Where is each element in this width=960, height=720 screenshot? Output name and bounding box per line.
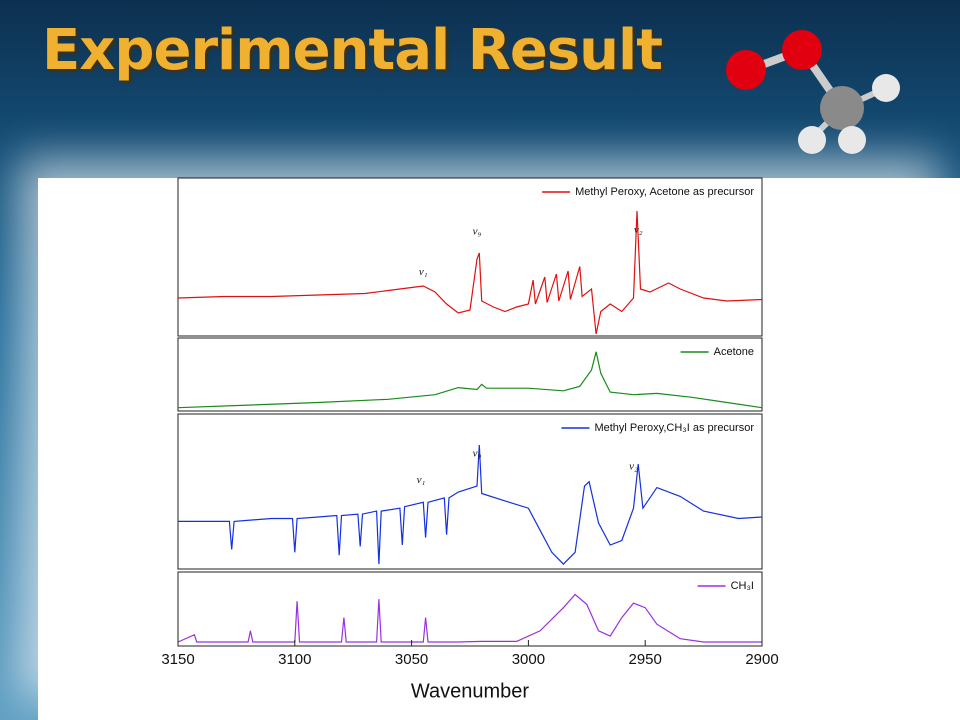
plot-frame (177, 571, 763, 647)
legend-label: Methyl Peroxy, Acetone as precursor (575, 186, 754, 198)
x-tick-label: 3050 (395, 651, 428, 668)
peak-label: ν₁ (417, 474, 426, 486)
molecule-icon (726, 30, 900, 154)
x-tick-label: 2900 (745, 651, 778, 668)
plot-frame (177, 337, 763, 412)
peak-label: ν₉ (473, 226, 482, 238)
spectrum-line (177, 593, 762, 643)
peak-label: ν₉ (473, 447, 482, 459)
legend-label: CH₃I (731, 580, 754, 592)
x-tick-label: 2950 (629, 651, 662, 668)
x-tick-label: 3000 (512, 651, 545, 668)
peak-label: ν₂ (634, 224, 643, 236)
plot-frame (177, 413, 763, 570)
slide-title: Experimental Result (42, 18, 663, 83)
x-tick-label: 3100 (278, 651, 311, 668)
spectrum-line (177, 210, 763, 335)
spectrum-line (178, 444, 763, 565)
spectrum-line (177, 351, 763, 409)
content-area (38, 178, 960, 720)
legend-label: Methyl Peroxy,CH₃I as precursor (594, 422, 754, 434)
plot-frame (177, 177, 763, 337)
x-axis-label: Wavenumber (411, 680, 530, 702)
peak-label: ν₁ (419, 266, 428, 278)
x-tick-label: 3150 (161, 651, 194, 668)
peak-label: ν₂ (629, 461, 638, 473)
legend-label: Acetone (714, 346, 754, 358)
